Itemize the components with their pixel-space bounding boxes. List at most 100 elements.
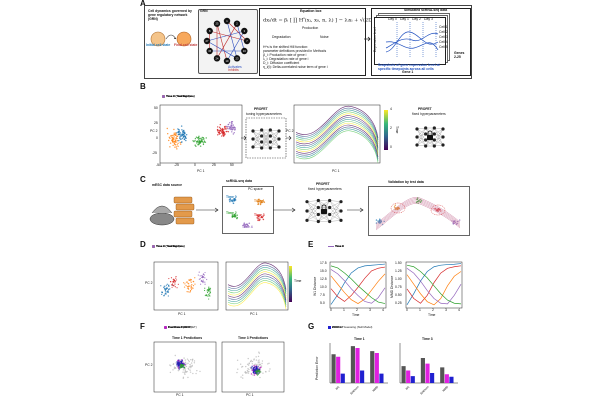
c-point <box>257 203 260 205</box>
b-point <box>172 139 174 141</box>
d-point <box>203 276 205 278</box>
b-point <box>171 140 174 143</box>
g-category-label: Sinkhorn <box>419 385 430 396</box>
panel-d-xlabel-2: PC 1 <box>250 312 258 316</box>
grn-node-label: 15 <box>208 49 211 53</box>
sim-expression-traces <box>385 22 439 58</box>
d-point <box>198 271 200 273</box>
val-stream <box>375 198 461 226</box>
b-point <box>199 139 201 141</box>
grn-node <box>233 20 241 27</box>
d-point <box>198 278 200 280</box>
b-point <box>199 141 201 144</box>
b-point <box>177 128 179 130</box>
e-xtick: 0 <box>406 308 408 312</box>
val-highlight <box>390 202 406 214</box>
e-right-ytick: 1.25 <box>395 269 402 273</box>
nn-node <box>441 127 445 131</box>
dish-icon-0 <box>173 196 193 204</box>
nn-node <box>339 200 343 204</box>
final-cell-icon <box>176 31 192 47</box>
b-point <box>181 133 183 135</box>
c-point <box>247 224 249 227</box>
nn-edge <box>416 139 426 146</box>
val-point <box>458 219 461 221</box>
d-point <box>188 285 190 287</box>
d-point <box>168 284 170 286</box>
f-test-point <box>241 374 244 376</box>
f-test-point <box>258 363 260 366</box>
e-xtick: 1 <box>419 308 421 312</box>
gene-range-label: Genes 2-25 <box>454 51 465 59</box>
f-profet-point <box>252 370 255 372</box>
day-label-3: Day 3 <box>424 17 433 21</box>
d-point <box>171 286 173 288</box>
c-point <box>236 214 238 216</box>
e-right-ytick: 0.75 <box>395 285 402 289</box>
f-profet-point <box>176 363 178 366</box>
nn-edge <box>416 127 426 138</box>
b-point <box>173 128 175 131</box>
b-point <box>176 140 179 142</box>
f-data-point <box>183 364 185 366</box>
stream-line <box>227 271 287 299</box>
panel-label-g: G <box>308 322 315 331</box>
centrifuge-icon <box>149 212 175 226</box>
b-point <box>192 140 194 142</box>
f-test-point <box>189 363 191 366</box>
f-test-point <box>188 366 190 368</box>
nn-edge <box>252 135 262 148</box>
val-point <box>377 220 379 222</box>
f-legend-item: Predictions (WOT) <box>164 325 192 329</box>
e-xlabel-1: Time <box>352 313 360 317</box>
b-point <box>223 125 226 128</box>
plot-frame <box>225 261 289 311</box>
c-point <box>232 199 235 201</box>
f-test-point <box>185 363 188 365</box>
f-test-point <box>259 363 262 366</box>
d-point <box>204 281 206 283</box>
f-data-point <box>257 373 259 376</box>
f-test-point <box>192 358 194 361</box>
b-point <box>172 144 174 147</box>
pc-space-label: PC space <box>248 187 263 191</box>
f-test-point <box>186 358 189 360</box>
f-test-point <box>247 367 249 370</box>
cell-label-0: Cell 1 <box>439 25 448 29</box>
grn-node <box>206 47 213 55</box>
e-legend-label: Time 1 <box>335 244 344 248</box>
f-profet-point <box>254 368 257 370</box>
val-point <box>379 218 381 220</box>
d-point <box>172 278 174 280</box>
panel-b-ylabel-2: PC 2 <box>286 129 294 133</box>
initial-state-label: Initial cell state <box>146 43 171 47</box>
nn-edge <box>434 127 444 146</box>
d-point <box>202 279 204 281</box>
c-point <box>259 202 262 204</box>
f-test-point <box>190 366 192 369</box>
nn-node <box>260 140 264 144</box>
g-bar <box>406 370 411 383</box>
nn-edge <box>329 201 342 208</box>
c-time-label-1: Time 1 <box>254 199 265 203</box>
d-point <box>163 295 165 297</box>
grn-node <box>241 47 248 55</box>
nn-edge <box>252 130 262 137</box>
stream-line <box>295 106 379 139</box>
g-legend-label: Random Guessing (Null Model) <box>332 325 373 329</box>
c-point <box>259 199 262 202</box>
b-point <box>176 144 178 146</box>
d-point <box>185 281 188 283</box>
f-test-point <box>246 372 248 374</box>
panel-label-d: D <box>140 240 146 249</box>
b-point <box>179 143 182 145</box>
stream-line <box>295 119 379 152</box>
b-point <box>177 142 179 145</box>
d-point <box>203 274 205 276</box>
panel-label-c: C <box>140 175 146 184</box>
nn-node <box>277 137 281 141</box>
b-point <box>185 139 187 142</box>
f-test-point <box>190 358 192 361</box>
g-category-label: MMD <box>371 385 379 393</box>
c-point <box>259 218 261 220</box>
